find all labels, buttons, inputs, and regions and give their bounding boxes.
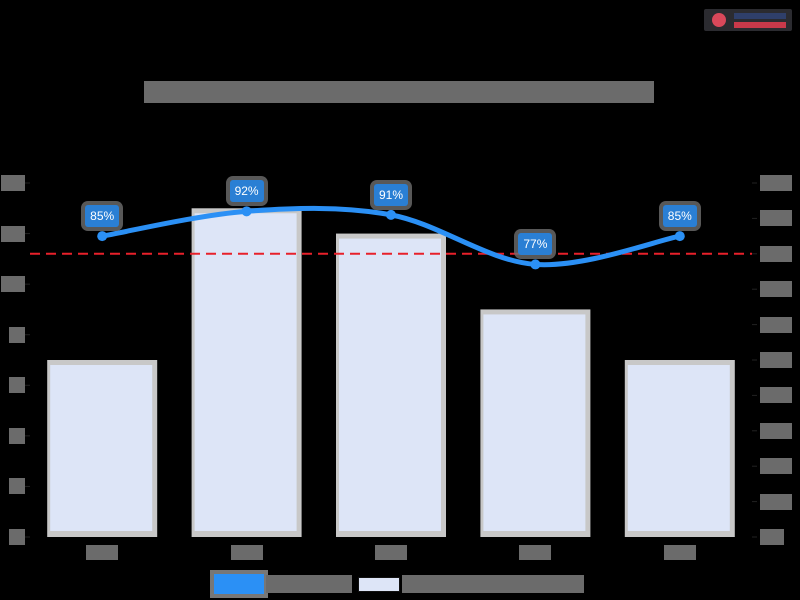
x-axis-tick-label (663, 545, 696, 560)
left-axis-tick-label: 12 (1, 225, 25, 242)
x-axis-tick-label (86, 545, 119, 560)
data-label: 85% (662, 205, 697, 228)
right-axis-tick-label: 50% (760, 352, 792, 368)
right-axis-tick-label: 90% (760, 210, 792, 227)
legend-swatch-line[interactable] (214, 574, 264, 594)
left-axis-tick-label: 0 (9, 529, 25, 545)
right-axis-tick-label: 20% (760, 458, 792, 475)
chart-title (144, 81, 654, 103)
left-axis-tick-label: 10 (1, 276, 25, 293)
left-axis-tick-label: 14 (1, 175, 25, 191)
bar[interactable] (47, 360, 158, 537)
legend-label-line[interactable] (266, 575, 352, 593)
line-point[interactable] (530, 259, 541, 270)
legend-swatch-bar[interactable] (358, 577, 400, 592)
line-point[interactable] (241, 206, 252, 217)
data-label: 92% (229, 180, 264, 203)
left-axis-tick-label: 2 (9, 478, 25, 495)
bar[interactable] (624, 360, 735, 537)
x-axis-tick-label (519, 545, 552, 560)
logo-wordmark-bottom (734, 22, 786, 28)
right-axis-tick-label: 60% (760, 316, 792, 333)
bar[interactable] (336, 233, 446, 538)
brand-logo (704, 9, 792, 31)
logo-wordmark-top (734, 13, 786, 19)
right-axis-tick-label: 0% (760, 529, 784, 545)
right-axis-tick-label: 10% (760, 493, 792, 510)
bar[interactable] (480, 309, 591, 537)
data-label: 77% (518, 233, 553, 256)
left-axis-tick-label: 4 (9, 427, 25, 444)
legend (208, 569, 584, 597)
line-points (97, 206, 685, 270)
line-point[interactable] (386, 209, 396, 220)
right-axis-tick-label: 30% (760, 422, 792, 439)
bar-series (47, 208, 735, 538)
left-axis-tick-label: 6 (9, 377, 25, 394)
left-axis-tick-label: 8 (9, 326, 25, 343)
right-axis-tick-label: 80% (760, 245, 792, 262)
right-axis-tick-label: 40% (760, 387, 792, 404)
logo-mark-icon (712, 13, 726, 27)
axes (25, 182, 757, 538)
data-label: 91% (374, 183, 408, 206)
bar[interactable] (191, 208, 302, 538)
data-label: 85% (85, 205, 120, 228)
right-axis-tick-label: 70% (760, 281, 792, 298)
line-point[interactable] (97, 231, 108, 242)
x-axis-tick-label (230, 545, 263, 560)
line-point[interactable] (674, 231, 685, 242)
right-axis-tick-label: 100% (760, 175, 792, 191)
legend-label-bar[interactable] (402, 575, 584, 593)
x-axis-tick-label (375, 545, 407, 560)
